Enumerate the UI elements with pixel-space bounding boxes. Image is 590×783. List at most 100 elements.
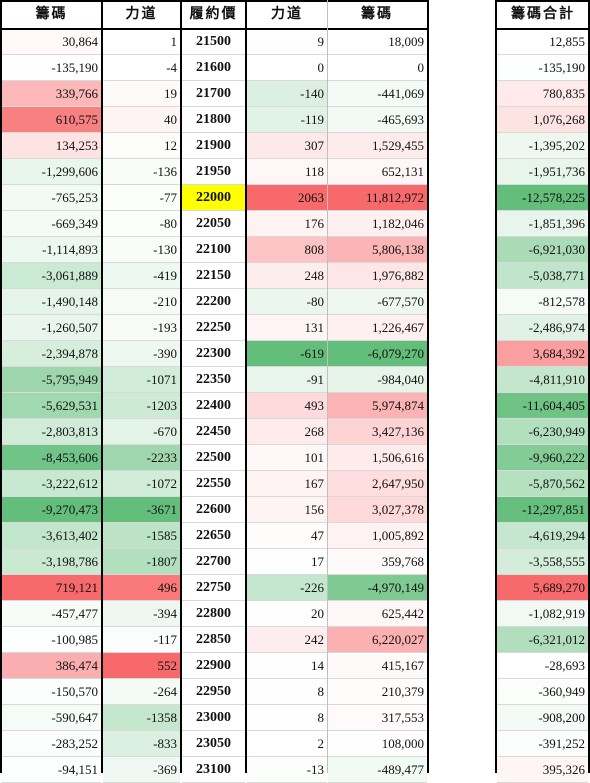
call-force-cell[interactable]: -1203 [103, 393, 180, 419]
put-chips-cell[interactable]: 5,974,874 [328, 393, 427, 419]
call-force-cell[interactable]: -77 [103, 185, 180, 211]
call-force-cell[interactable]: 496 [103, 575, 180, 601]
strike-cell[interactable]: 21600 [182, 55, 245, 81]
strike-cell[interactable]: 21800 [182, 107, 245, 133]
put-chips-cell[interactable]: 108,000 [328, 731, 427, 757]
strike-cell[interactable]: 22350 [182, 367, 245, 393]
put-force-cell[interactable]: 14 [247, 653, 327, 679]
call-chips-cell[interactable]: -283,252 [2, 731, 101, 757]
call-chips-cell[interactable]: 610,575 [2, 107, 101, 133]
strike-cell[interactable]: 22000 [182, 185, 245, 211]
header-total-chips[interactable]: 籌碼合計 [511, 6, 575, 22]
call-force-cell[interactable]: 12 [103, 133, 180, 159]
total-chips-cell[interactable]: 12,855 [497, 29, 588, 55]
strike-cell[interactable]: 21900 [182, 133, 245, 159]
total-chips-cell[interactable]: -4,811,910 [497, 367, 588, 393]
strike-cell[interactable]: 22750 [182, 575, 245, 601]
call-chips-cell[interactable]: -2,394,878 [2, 341, 101, 367]
call-chips-cell[interactable]: -3,613,402 [2, 523, 101, 549]
total-chips-cell[interactable]: -6,321,012 [497, 627, 588, 653]
put-force-cell[interactable]: 2063 [247, 185, 327, 211]
call-chips-cell[interactable]: -5,629,531 [2, 393, 101, 419]
total-chips-cell[interactable]: 395,326 [497, 757, 588, 783]
put-force-cell[interactable]: -91 [247, 367, 327, 393]
put-force-cell[interactable]: -140 [247, 81, 327, 107]
call-force-cell[interactable]: -136 [103, 159, 180, 185]
put-chips-cell[interactable]: 1,182,046 [328, 211, 427, 237]
total-chips-cell[interactable]: -6,230,949 [497, 419, 588, 445]
call-force-cell[interactable]: -4 [103, 55, 180, 81]
call-force-cell[interactable]: -1071 [103, 367, 180, 393]
put-force-cell[interactable]: 248 [247, 263, 327, 289]
total-chips-cell[interactable]: 3,684,392 [497, 341, 588, 367]
call-chips-cell[interactable]: -1,114,893 [2, 237, 101, 263]
put-force-cell[interactable]: 118 [247, 159, 327, 185]
put-chips-cell[interactable]: 6,220,027 [328, 627, 427, 653]
call-chips-cell[interactable]: -590,647 [2, 705, 101, 731]
call-force-cell[interactable]: -1585 [103, 523, 180, 549]
call-chips-cell[interactable]: -5,795,949 [2, 367, 101, 393]
put-force-cell[interactable]: 808 [247, 237, 327, 263]
total-chips-cell[interactable]: -12,578,225 [497, 185, 588, 211]
call-force-cell[interactable]: 40 [103, 107, 180, 133]
call-chips-cell[interactable]: -2,803,813 [2, 419, 101, 445]
total-chips-cell[interactable]: -11,604,405 [497, 393, 588, 419]
call-chips-cell[interactable]: -1,260,507 [2, 315, 101, 341]
total-chips-cell[interactable]: -5,038,771 [497, 263, 588, 289]
strike-cell[interactable]: 22550 [182, 471, 245, 497]
total-chips-cell[interactable]: -2,486,974 [497, 315, 588, 341]
call-chips-cell[interactable]: -765,253 [2, 185, 101, 211]
put-force-cell[interactable]: 17 [247, 549, 327, 575]
strike-cell[interactable]: 22500 [182, 445, 245, 471]
call-force-cell[interactable]: 1 [103, 29, 180, 55]
call-force-cell[interactable]: -1807 [103, 549, 180, 575]
call-force-cell[interactable]: -210 [103, 289, 180, 315]
call-force-cell[interactable]: -80 [103, 211, 180, 237]
put-chips-cell[interactable]: 359,768 [328, 549, 427, 575]
put-chips-cell[interactable]: 652,131 [328, 159, 427, 185]
call-chips-cell[interactable]: 339,766 [2, 81, 101, 107]
put-chips-cell[interactable]: 625,442 [328, 601, 427, 627]
header-put-chips[interactable]: 籌碼 [361, 6, 393, 22]
put-force-cell[interactable]: -226 [247, 575, 327, 601]
strike-cell[interactable]: 22250 [182, 315, 245, 341]
call-chips-cell[interactable]: -1,490,148 [2, 289, 101, 315]
call-chips-cell[interactable]: 386,474 [2, 653, 101, 679]
strike-cell[interactable]: 21950 [182, 159, 245, 185]
header-call-chips[interactable]: 籌碼 [35, 6, 68, 22]
put-force-cell[interactable]: 242 [247, 627, 327, 653]
put-force-cell[interactable]: -119 [247, 107, 327, 133]
call-force-cell[interactable]: -390 [103, 341, 180, 367]
put-force-cell[interactable]: 8 [247, 705, 327, 731]
put-chips-cell[interactable]: -4,970,149 [328, 575, 427, 601]
strike-cell[interactable]: 22150 [182, 263, 245, 289]
call-chips-cell[interactable]: 30,864 [2, 29, 101, 55]
call-chips-cell[interactable]: -1,299,606 [2, 159, 101, 185]
put-force-cell[interactable]: 176 [247, 211, 327, 237]
put-force-cell[interactable]: 167 [247, 471, 327, 497]
total-chips-cell[interactable]: 780,835 [497, 81, 588, 107]
put-force-cell[interactable]: 131 [247, 315, 327, 341]
put-chips-cell[interactable]: 1,226,467 [328, 315, 427, 341]
strike-cell[interactable]: 21500 [182, 29, 245, 55]
put-force-cell[interactable]: 156 [247, 497, 327, 523]
call-force-cell[interactable]: -419 [103, 263, 180, 289]
put-chips-cell[interactable]: 415,167 [328, 653, 427, 679]
total-chips-cell[interactable]: 1,076,268 [497, 107, 588, 133]
strike-cell[interactable]: 23050 [182, 731, 245, 757]
put-chips-cell[interactable]: -465,693 [328, 107, 427, 133]
put-force-cell[interactable]: 307 [247, 133, 327, 159]
total-chips-cell[interactable]: -5,870,562 [497, 471, 588, 497]
strike-cell[interactable]: 22850 [182, 627, 245, 653]
strike-cell[interactable]: 22650 [182, 523, 245, 549]
total-chips-cell[interactable]: -9,960,222 [497, 445, 588, 471]
call-chips-cell[interactable]: -457,477 [2, 601, 101, 627]
call-force-cell[interactable]: -130 [103, 237, 180, 263]
call-chips-cell[interactable]: -150,570 [2, 679, 101, 705]
put-force-cell[interactable]: -80 [247, 289, 327, 315]
call-force-cell[interactable]: -1072 [103, 471, 180, 497]
total-chips-cell[interactable]: -812,578 [497, 289, 588, 315]
put-chips-cell[interactable]: 1,506,616 [328, 445, 427, 471]
put-chips-cell[interactable]: -984,040 [328, 367, 427, 393]
strike-cell[interactable]: 22450 [182, 419, 245, 445]
